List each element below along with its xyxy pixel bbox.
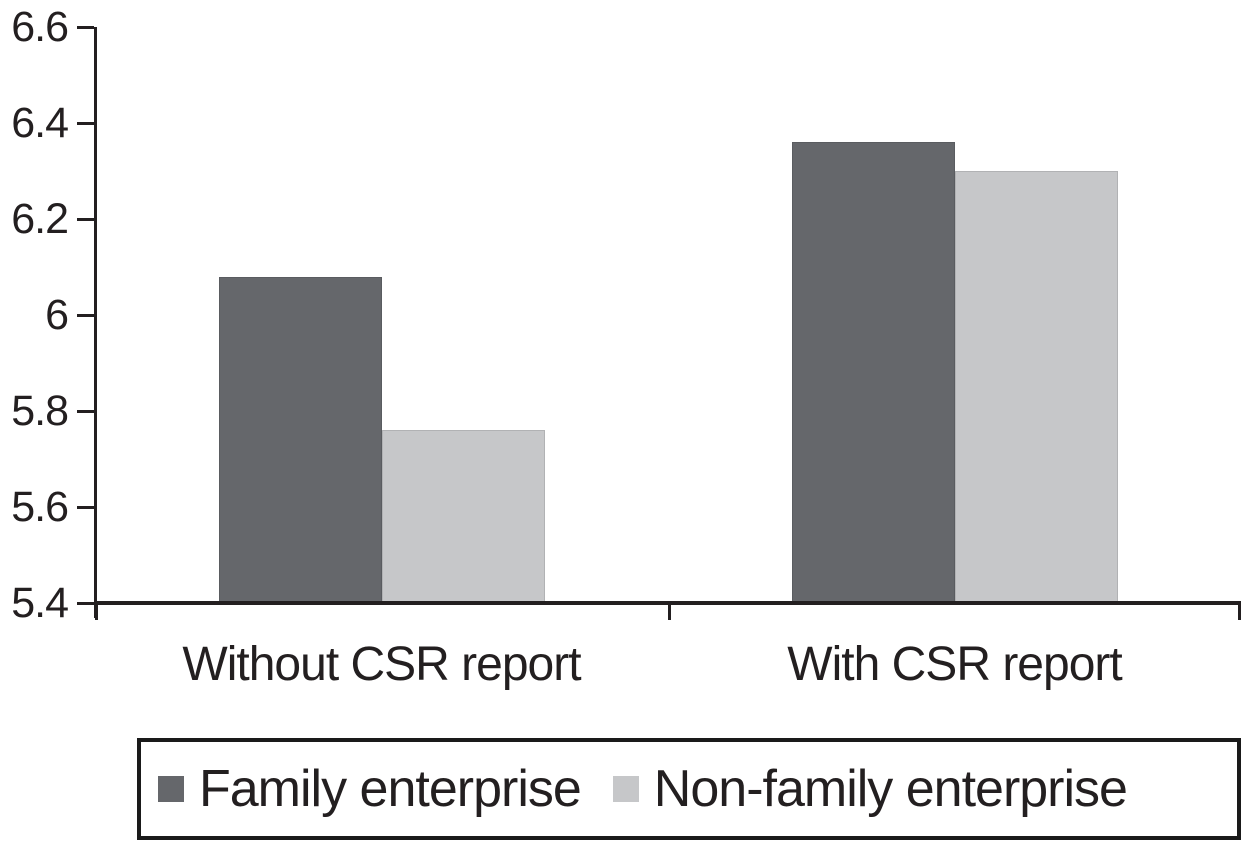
y-tick-label: 5.8 <box>11 387 69 435</box>
bar <box>219 277 382 603</box>
legend-swatch <box>158 776 184 802</box>
y-tick-mark <box>77 218 94 221</box>
x-axis-line <box>94 601 1241 605</box>
legend: Family enterprise Non-family enterprise <box>137 738 1241 840</box>
legend-label: Non-family enterprise <box>653 760 1128 818</box>
x-tick-mark <box>95 603 98 620</box>
y-tick-label: 5.6 <box>11 483 69 531</box>
y-tick-label: 6.4 <box>11 99 69 147</box>
y-tick-label: 6.2 <box>11 195 69 243</box>
y-tick-mark <box>77 26 94 29</box>
y-tick-mark <box>77 506 94 509</box>
y-tick-mark <box>77 602 94 605</box>
category-label: Without CSR report <box>182 638 581 691</box>
bar <box>382 430 545 603</box>
y-tick-mark <box>77 410 94 413</box>
x-tick-mark <box>1238 603 1241 620</box>
y-tick-label: 6 <box>45 291 69 339</box>
category-label: With CSR report <box>787 638 1122 691</box>
y-tick-label: 6.6 <box>11 3 69 51</box>
y-axis-line <box>94 27 97 618</box>
y-tick-label: 5.4 <box>11 579 69 627</box>
y-tick-mark <box>77 314 94 317</box>
legend-label: Family enterprise <box>199 760 582 818</box>
y-tick-mark <box>77 122 94 125</box>
legend-swatch <box>612 776 639 802</box>
x-tick-mark <box>668 603 671 620</box>
bar <box>955 171 1118 603</box>
bar <box>792 142 955 603</box>
